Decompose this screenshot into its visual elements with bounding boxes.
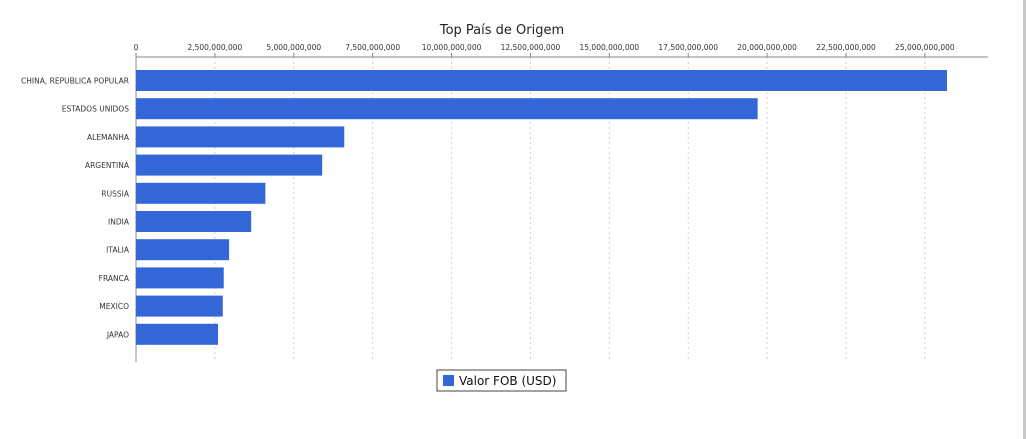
bars bbox=[136, 70, 947, 345]
chart-title: Top País de Origem bbox=[439, 23, 564, 38]
x-tick-label: 2,500,000,000 bbox=[187, 43, 242, 52]
category-labels: CHINA, REPUBLICA POPULAR ESTADOS UNIDOS AL… bbox=[21, 77, 130, 340]
category-label: FRANCA bbox=[99, 274, 130, 283]
x-tick-label: 22,500,000,000 bbox=[816, 43, 876, 52]
bar bbox=[136, 154, 323, 176]
bar bbox=[136, 211, 252, 232]
category-label: ITALIA bbox=[106, 246, 130, 255]
window-edge bbox=[1023, 0, 1026, 439]
x-tick-label: 25,000,000,000 bbox=[895, 43, 955, 52]
x-tick-label: 7,500,000,000 bbox=[345, 43, 400, 52]
category-label: ARGENTINA bbox=[85, 161, 130, 170]
x-tick-label: 10,000,000,000 bbox=[422, 43, 482, 52]
x-axis-ticks: 0 2,500,000,000 5,000,000,000 7,500,000,000… bbox=[134, 43, 955, 57]
category-label: MEXICO bbox=[99, 302, 129, 311]
category-label: ALEMANHA bbox=[87, 133, 130, 142]
bar bbox=[136, 70, 947, 91]
bar bbox=[136, 295, 223, 317]
x-tick-label: 12,500,000,000 bbox=[501, 43, 561, 52]
bar bbox=[136, 267, 224, 289]
category-label: RUSSIA bbox=[101, 189, 129, 198]
legend-box bbox=[436, 369, 567, 392]
category-label: JAPAO bbox=[106, 330, 129, 339]
legend-label: Valor FOB (USD) bbox=[459, 374, 556, 388]
category-label: INDIA bbox=[108, 218, 130, 227]
category-label: ESTADOS UNIDOS bbox=[62, 105, 129, 114]
x-tick-label: 5,000,000,000 bbox=[266, 43, 321, 52]
bar bbox=[136, 239, 230, 261]
x-tick-label: 17,500,000,000 bbox=[658, 43, 718, 52]
legend: Valor FOB (USD) bbox=[436, 369, 567, 392]
bar bbox=[136, 182, 266, 204]
bar bbox=[136, 126, 345, 148]
x-tick-label: 0 bbox=[134, 43, 139, 52]
x-tick-label: 15,000,000,000 bbox=[580, 43, 640, 52]
legend-swatch bbox=[443, 375, 454, 386]
bar bbox=[136, 98, 758, 120]
bar bbox=[136, 323, 219, 345]
category-label: CHINA, REPUBLICA POPULAR bbox=[21, 77, 129, 86]
x-tick-label: 20,000,000,000 bbox=[737, 43, 797, 52]
